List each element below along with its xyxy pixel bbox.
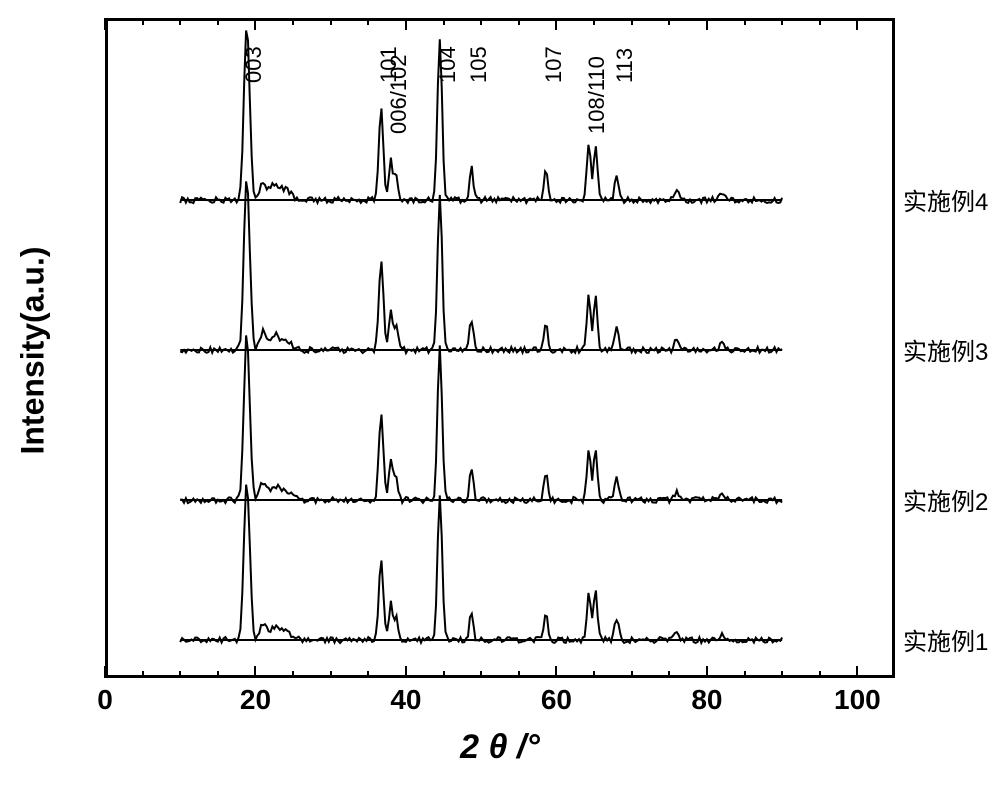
peak-label: 003	[241, 47, 267, 84]
peak-label: 108/110	[584, 56, 610, 134]
trace-label: 实施例3	[903, 332, 988, 367]
peak-label: 105	[466, 47, 492, 84]
peak-label: 104	[435, 47, 461, 84]
peak-label: 107	[541, 47, 567, 84]
xrd-figure: Intensity(a.u.) 2 θ /° 020406080100 实施例4…	[0, 0, 1000, 785]
trace-label: 实施例1	[903, 622, 988, 657]
trace-label: 实施例4	[903, 182, 988, 217]
peak-label: 006/102	[386, 55, 412, 135]
xrd-trace	[180, 181, 782, 353]
xrd-traces	[0, 0, 1000, 785]
peak-label: 113	[612, 48, 638, 83]
xrd-trace	[180, 485, 782, 643]
xrd-trace	[180, 335, 782, 503]
trace-label: 实施例2	[903, 482, 988, 517]
